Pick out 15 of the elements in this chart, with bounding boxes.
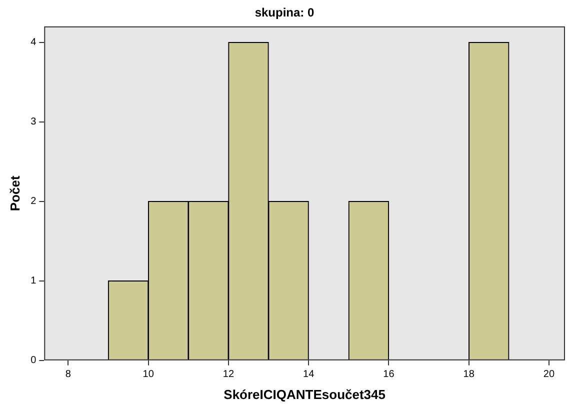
y-tick-label: 3 xyxy=(30,116,37,128)
y-tick-label: 0 xyxy=(30,355,37,366)
y-axis-title: Počet xyxy=(7,175,22,212)
x-tick-label: 16 xyxy=(383,369,395,380)
y-tick-label: 2 xyxy=(30,196,37,208)
y-tick-label: 1 xyxy=(30,276,37,287)
x-tick-label: 12 xyxy=(222,369,234,380)
x-tick-label: 10 xyxy=(142,369,154,380)
x-tick-label: 8 xyxy=(65,369,72,380)
y-tick-label: 4 xyxy=(30,37,37,48)
x-tick-label: 20 xyxy=(543,369,555,380)
x-tick-label: 14 xyxy=(303,369,315,380)
chart-title: skupina: 0 xyxy=(254,6,314,20)
x-tick-label: 18 xyxy=(463,369,475,380)
x-axis-title: SkóreICIQANTEsoučet345 xyxy=(224,386,386,402)
